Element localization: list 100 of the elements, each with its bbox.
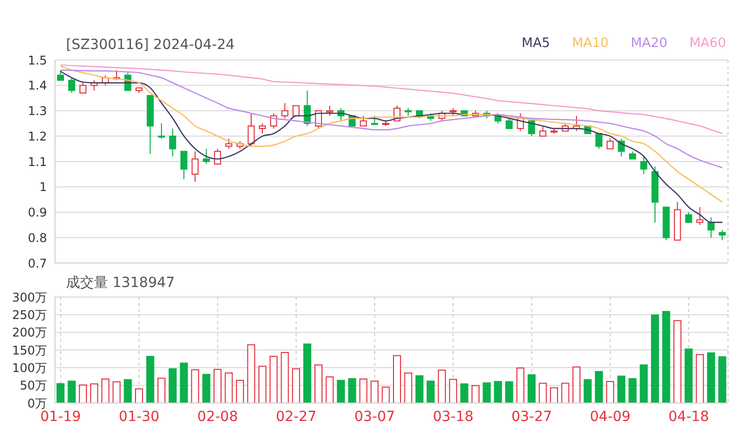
bar: [280, 352, 289, 403]
y-tick-label: 300万: [12, 290, 47, 304]
bar: [415, 375, 424, 403]
candlestick: [248, 112, 255, 147]
x-tick-label: 03-07: [354, 408, 396, 425]
candlestick: [158, 122, 165, 140]
chart-title: 成交量 1318947: [66, 274, 175, 292]
bar: [561, 382, 570, 403]
candlestick: [225, 138, 232, 150]
bar: [696, 354, 704, 403]
candlestick: [640, 156, 648, 175]
x-tick-label: 02-08: [197, 408, 238, 425]
bar: [135, 388, 144, 403]
y-tick-label: 1: [39, 180, 47, 194]
x-tick-label: 04-18: [668, 408, 710, 425]
bar: [505, 381, 514, 403]
y-tick-label: 1.5: [28, 53, 47, 68]
bar: [180, 362, 188, 403]
text: MA60: [689, 36, 726, 51]
y-tick-label: 150万: [12, 343, 47, 358]
bar: [572, 366, 580, 403]
bar: [348, 378, 356, 403]
bar: [438, 370, 446, 403]
x-tick-label: 02-27: [276, 408, 316, 425]
y-tick-label: 100万: [12, 360, 47, 375]
candlestick: [685, 212, 692, 223]
text: MA20: [630, 36, 668, 51]
bar: [326, 376, 334, 403]
bar: [56, 383, 64, 403]
bar: [247, 344, 256, 403]
candlestick: [192, 150, 199, 182]
y-tick-label: 1.2: [28, 129, 47, 144]
candlestick: [79, 82, 86, 94]
line-series: [60, 64, 723, 134]
chart-title: [SZ300116] 2024-04-24: [66, 37, 235, 53]
bar: [584, 379, 592, 403]
bar: [662, 310, 670, 403]
bar: [359, 378, 368, 403]
candlestick: [595, 133, 602, 150]
x-tick-label: 01-30: [118, 408, 160, 425]
text: MA5: [522, 36, 550, 51]
bar: [449, 378, 458, 403]
x-tick-label: 01-19: [40, 408, 81, 425]
bar: [550, 387, 558, 403]
bar: [202, 374, 210, 403]
bar: [640, 364, 648, 403]
candlestick: [281, 102, 288, 119]
bar: [258, 366, 266, 403]
y-tick-label: 250万: [12, 308, 47, 322]
bar: [382, 386, 390, 403]
y-tick-label: 1.3: [28, 104, 47, 118]
bar: [101, 378, 110, 403]
bar: [90, 383, 98, 403]
y-tick-label: 0.9: [28, 206, 47, 220]
bar: [538, 382, 547, 403]
bar: [292, 368, 300, 403]
candlestick: [326, 105, 334, 116]
bar: [707, 352, 716, 403]
x-tick-label: 04-09: [590, 408, 631, 425]
candlestick: [718, 230, 726, 241]
bar: [393, 355, 401, 403]
bar: [236, 380, 244, 403]
bar: [684, 348, 693, 403]
bar: [528, 374, 536, 403]
candlestick: [202, 148, 210, 165]
bar: [494, 380, 502, 403]
candlestick: [68, 77, 76, 94]
y-tick-label: 0.8: [28, 230, 47, 245]
candlestick: [180, 150, 188, 180]
text: MA10: [572, 36, 609, 51]
candlestick: [214, 148, 222, 165]
y-tick-label: 0.7: [28, 256, 47, 270]
bar: [370, 380, 379, 403]
bar: [303, 343, 312, 403]
candlestick: [258, 122, 266, 134]
bar: [191, 369, 200, 403]
line-series: [60, 65, 723, 203]
candlestick: [57, 70, 64, 81]
bar: [404, 372, 412, 403]
candlestick: [506, 118, 513, 130]
bar: [68, 380, 76, 403]
candlestick: [169, 128, 176, 157]
bar: [168, 368, 177, 403]
bar: [426, 380, 435, 403]
bar: [606, 380, 614, 403]
bar: [628, 378, 637, 403]
bar: [78, 384, 87, 403]
bar: [224, 372, 233, 403]
bar: [460, 383, 468, 403]
y-tick-label: 200万: [12, 326, 47, 340]
y-tick-label: 1.4: [28, 78, 47, 93]
bar: [314, 364, 322, 403]
bar: [673, 320, 682, 403]
bar: [146, 356, 154, 403]
x-tick-label: 03-27: [511, 408, 552, 425]
y-tick-label: 50万: [20, 378, 47, 393]
bar: [472, 385, 480, 403]
bar: [214, 368, 222, 403]
candlestick: [360, 115, 367, 126]
x-tick-label: 03-18: [432, 408, 474, 425]
